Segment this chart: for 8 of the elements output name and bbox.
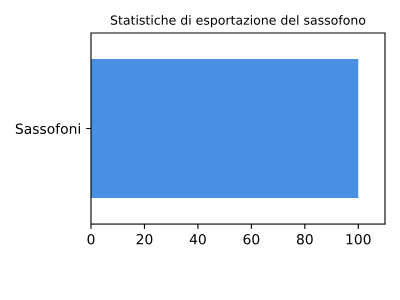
x-tick-label: 60: [243, 234, 260, 244]
x-tick-label: 20: [136, 234, 152, 244]
x-tick-label: 40: [190, 234, 206, 244]
x-tick-label: 100: [346, 234, 371, 244]
chart-title: Statistiche di esportazione del sassofono: [110, 15, 366, 28]
y-tick-label: Sassofoni: [16, 123, 80, 134]
x-tick-label: 0: [87, 234, 94, 244]
x-tick-label: 80: [296, 234, 313, 244]
